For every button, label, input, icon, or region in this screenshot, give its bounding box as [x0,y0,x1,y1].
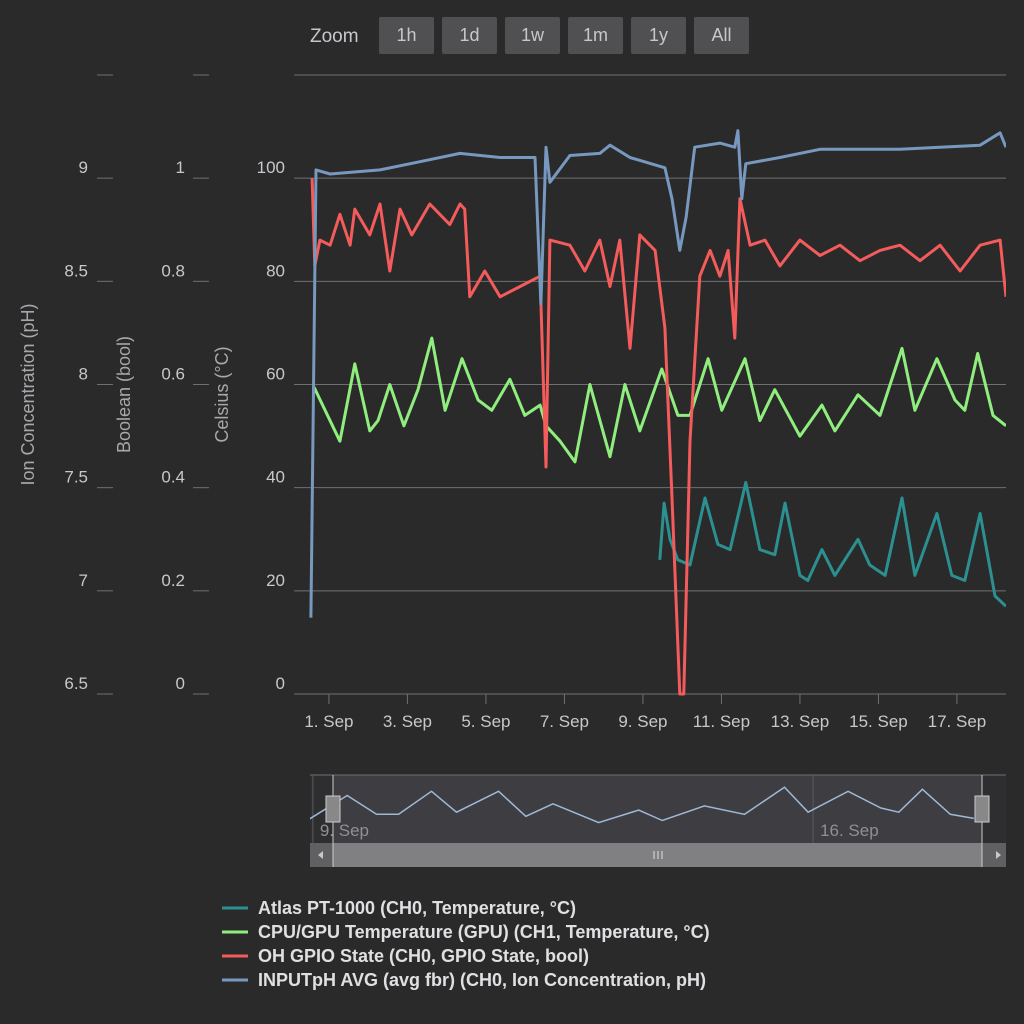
series-line [310,178,1006,696]
button-label: 1w [521,25,545,45]
navigator-tick-label: 9. Sep [320,821,369,840]
y-tick-label: 9 [79,158,88,177]
y-tick-label: 0.2 [161,571,185,590]
x-tick-label: 3. Sep [383,712,432,731]
y-axis-title: Boolean (bool) [114,336,134,453]
button-bg [694,17,749,54]
y-tick-label: 60 [266,365,285,384]
legend-label[interactable]: INPUTpH AVG (avg fbr) (CH0, Ion Concentr… [258,970,706,990]
navigator-mask [333,775,982,843]
button-bg [379,17,434,54]
zoom-label: Zoom [310,26,359,47]
navigator-handle[interactable] [325,795,341,823]
y-tick-label: 0 [176,674,185,693]
y-tick-label: 0.8 [161,261,185,280]
y-tick-label: 8 [79,365,88,384]
navigator-tick-label: 16. Sep [820,821,879,840]
x-tick-label: 5. Sep [461,712,510,731]
legend-label[interactable]: OH GPIO State (CH0, GPIO State, bool) [258,946,589,966]
zoom-button[interactable]: 1m [568,17,623,54]
zoom-button[interactable]: 1h [379,17,434,54]
navigator-line [310,786,974,824]
button-label: 1h [396,25,416,45]
y-tick-label: 100 [257,158,285,177]
x-tick-label: 15. Sep [849,712,908,731]
y-tick-label: 0 [276,674,285,693]
y-tick-label: 0.6 [161,365,185,384]
series-line [309,129,1006,618]
y-tick-label: 7 [79,571,88,590]
navigator [310,774,1006,867]
button-bg [568,17,623,54]
x-tick-label: 17. Sep [928,712,987,731]
y-tick-label: 8.5 [64,261,88,280]
y-tick-label: 6.5 [64,674,88,693]
legend-label[interactable]: CPU/GPU Temperature (GPU) (CH1, Temperat… [258,922,710,942]
zoom-button[interactable]: 1w [505,17,560,54]
y-tick-label: 1 [176,158,185,177]
scrollbar-grip [653,851,663,859]
y-tick-label: 7.5 [64,468,88,487]
button-label: 1d [459,25,479,45]
button-bg [505,17,560,54]
series-line [658,481,1006,608]
y-axis-title: Celsius (°C) [212,346,232,442]
zoom-button[interactable]: 1d [442,17,497,54]
y-tick-label: 40 [266,468,285,487]
zoom-button[interactable]: 1y [631,17,686,54]
y-tick-label: 0.4 [161,468,185,487]
zoom-button[interactable]: All [694,17,749,54]
button-bg [631,17,686,54]
x-tick-label: 7. Sep [540,712,589,731]
x-tick-label: 11. Sep [693,712,750,731]
button-label: All [711,25,731,45]
y-tick-label: 20 [266,571,285,590]
button-bg [442,17,497,54]
legend-label[interactable]: Atlas PT-1000 (CH0, Temperature, °C) [258,898,576,918]
series-line [312,336,1006,464]
y-tick-label: 80 [266,261,285,280]
x-tick-label: 13. Sep [771,712,830,731]
button-label: 1m [583,25,608,45]
button-label: 1y [649,25,668,45]
x-tick-label: 1. Sep [304,712,353,731]
x-tick-label: 9. Sep [618,712,667,731]
navigator-handle[interactable] [974,795,990,823]
y-axis-title: Ion Concentration (pH) [18,303,38,485]
